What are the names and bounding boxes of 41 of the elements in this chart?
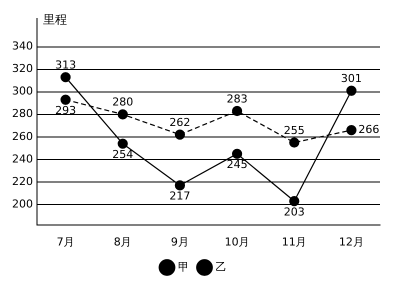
x-tick-label: 10月 [224,235,250,248]
point [346,125,357,136]
data-label: 283 [226,92,248,106]
y-tick-label: 340 [12,40,33,53]
legend-label: 甲 [178,260,189,274]
y-tick-label: 200 [12,197,33,210]
point [60,94,71,105]
data-label: 245 [226,158,248,172]
data-label: 254 [112,148,134,162]
y-axis-title: 里程 [42,12,67,27]
y-tick-label: 260 [12,130,33,143]
point [174,130,186,140]
point [289,137,300,148]
point [118,109,128,120]
data-label: 266 [358,123,380,136]
data-label: 203 [284,205,305,218]
point [346,86,357,96]
data-label: 313 [55,58,76,72]
y-tick-label: 220 [12,174,33,188]
x-tick-label: 8月 [114,235,132,248]
legend-label: 乙 [216,260,226,274]
point [60,72,71,82]
data-label: 280 [112,96,134,109]
point [289,196,300,206]
y-tick-label: 280 [12,107,33,120]
x-tick-label: 7月 [56,235,75,248]
y-tick-label: 240 [12,152,33,166]
point [174,180,186,190]
data-label: 301 [340,72,362,86]
data-label: 217 [169,190,190,203]
point [232,148,242,159]
point [118,138,128,149]
x-tick-label: 11月 [282,235,307,248]
point [232,106,242,116]
x-tick-label: 9月 [170,235,189,248]
data-label: 255 [284,124,305,137]
y-tick-label: 320 [12,62,33,76]
data-label: 293 [55,104,76,118]
data-label: 262 [169,116,190,130]
x-tick-label: 12月 [338,235,364,248]
y-tick-label: 300 [12,84,33,98]
